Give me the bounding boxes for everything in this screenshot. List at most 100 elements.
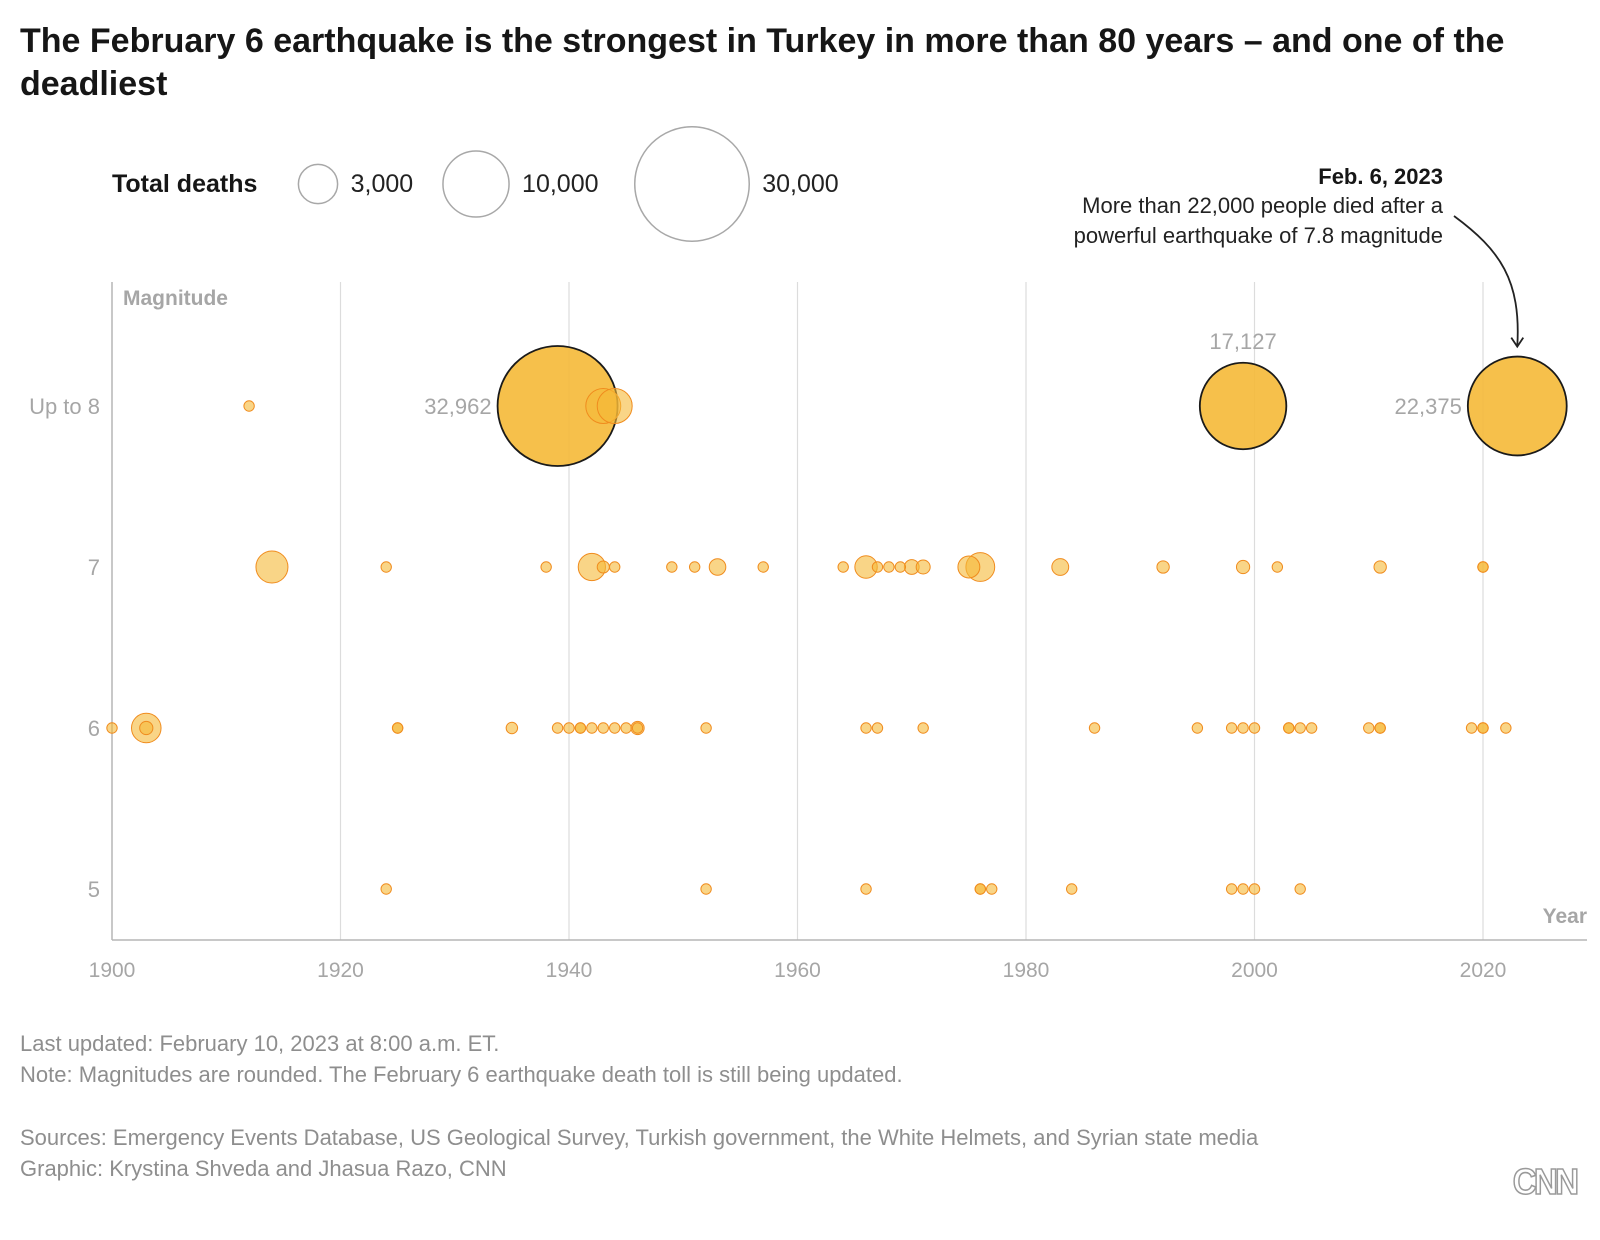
legend-circle-30,000 [634,126,750,242]
bubble [1373,560,1387,574]
bubble [139,720,154,736]
cnn-logo: CNN [1512,1160,1580,1203]
legend-label: Total deaths [112,170,257,198]
bubble [1237,722,1249,734]
annotation-arrowhead [1510,337,1525,349]
chart-title: The February 6 earthquake is the stronge… [20,22,1505,103]
bubble [917,722,929,734]
x-tick-label: 1940 [546,959,593,982]
legend-circle-3,000 [297,163,339,205]
bubble [1305,722,1318,734]
bubble [586,722,598,734]
legend-circle-10,000 [442,150,510,218]
bubble [255,550,289,584]
bubble [883,561,895,573]
bubble [1294,883,1306,895]
x-tick-label: 2000 [1231,959,1278,982]
footer-note: Note: Magnitudes are rounded. The Februa… [20,1062,903,1087]
bubble [688,561,701,573]
bubble [1500,722,1512,734]
bubble [596,560,610,574]
x-tick-label: 1960 [774,959,821,982]
bubble [666,561,678,573]
bubble [563,722,575,734]
bubble [1477,561,1489,573]
bubble [957,555,981,579]
bubble [894,561,907,573]
bubble [243,400,255,412]
bubble [1283,722,1295,734]
bubble [974,883,986,895]
footer-sources: Sources: Emergency Events Database, US G… [20,1125,1259,1150]
bubble [757,561,769,573]
annotation: Feb. 6, 2023 More than 22,000 people die… [1074,164,1525,349]
bubbles [106,345,1568,895]
bubble [1363,722,1375,734]
footer-last-updated: Last updated: February 10, 2023 at 8:00 … [20,1031,500,1056]
annotation-line-1: More than 22,000 people died after a [1082,193,1444,218]
bubble [631,722,644,734]
bubble [1156,560,1170,574]
bubble [574,722,587,734]
y-tick-label: 6 [88,716,100,741]
bubble [1248,722,1261,734]
bubble [1225,883,1238,895]
bubble [1191,722,1204,734]
legend-value-label: 10,000 [522,170,598,198]
y-tick-label: Up to 8 [29,394,100,419]
bubble [1066,883,1078,895]
bubble [700,883,712,895]
bubble [708,558,727,576]
bubble [380,883,392,895]
bubble [837,561,849,573]
bubble [540,561,552,573]
bubble [620,722,632,734]
bubble [986,883,998,895]
bubble [505,721,519,735]
bubble [380,561,392,573]
legend-size-items: 3,000 10,000 30,000 [297,126,839,242]
bubble [106,722,118,734]
x-tick-label: 1920 [317,959,364,982]
x-axis-label: Year [1543,905,1587,928]
bubble [1237,883,1249,895]
bubble-highlight [1466,355,1568,457]
bubble-chart: Total deaths 3,000 10,000 30,000 Magnitude… [29,126,1587,982]
bubble-value-label: 17,127 [1209,329,1276,354]
bubble [1088,722,1101,734]
bubble-value-label: 32,962 [424,394,491,419]
x-tick-label: 1900 [89,959,136,982]
bubble [860,883,872,895]
y-tick-label: 5 [88,877,100,902]
value-labels: 32,962 17,127 22,375 [424,329,1462,419]
bubble [1374,722,1386,734]
bubble [1248,883,1261,895]
annotation-line-2: powerful earthquake of 7.8 magnitude [1074,223,1443,248]
bubble [391,722,404,734]
bubble [860,722,872,734]
x-tick-label: 2020 [1460,959,1507,982]
y-axis-label: Magnitude [123,287,228,310]
y-tick-label: 7 [88,555,100,580]
bubble [596,388,633,424]
legend-value-label: 3,000 [351,170,414,198]
bubble [551,722,564,734]
bubble [597,722,609,734]
bubble [1465,722,1478,734]
annotation-arrow [1453,215,1519,347]
legend: Total deaths 3,000 10,000 30,000 [112,126,839,242]
bubble [609,722,621,734]
annotation-title: Feb. 6, 2023 [1318,164,1443,189]
bubble [700,722,712,734]
bubble [871,722,884,734]
bubble [1051,558,1070,576]
bubble-highlight [1198,361,1288,451]
bubble [609,561,621,573]
bubble [1477,722,1489,734]
bubble-value-label: 22,375 [1395,394,1462,419]
legend-value-label: 30,000 [762,170,838,198]
bubble [1271,561,1284,573]
bubble [1294,722,1306,734]
bubble [1225,722,1238,734]
axes: Magnitude Year 1900 1920 1940 1960 1980 2000 2… [29,282,1587,982]
